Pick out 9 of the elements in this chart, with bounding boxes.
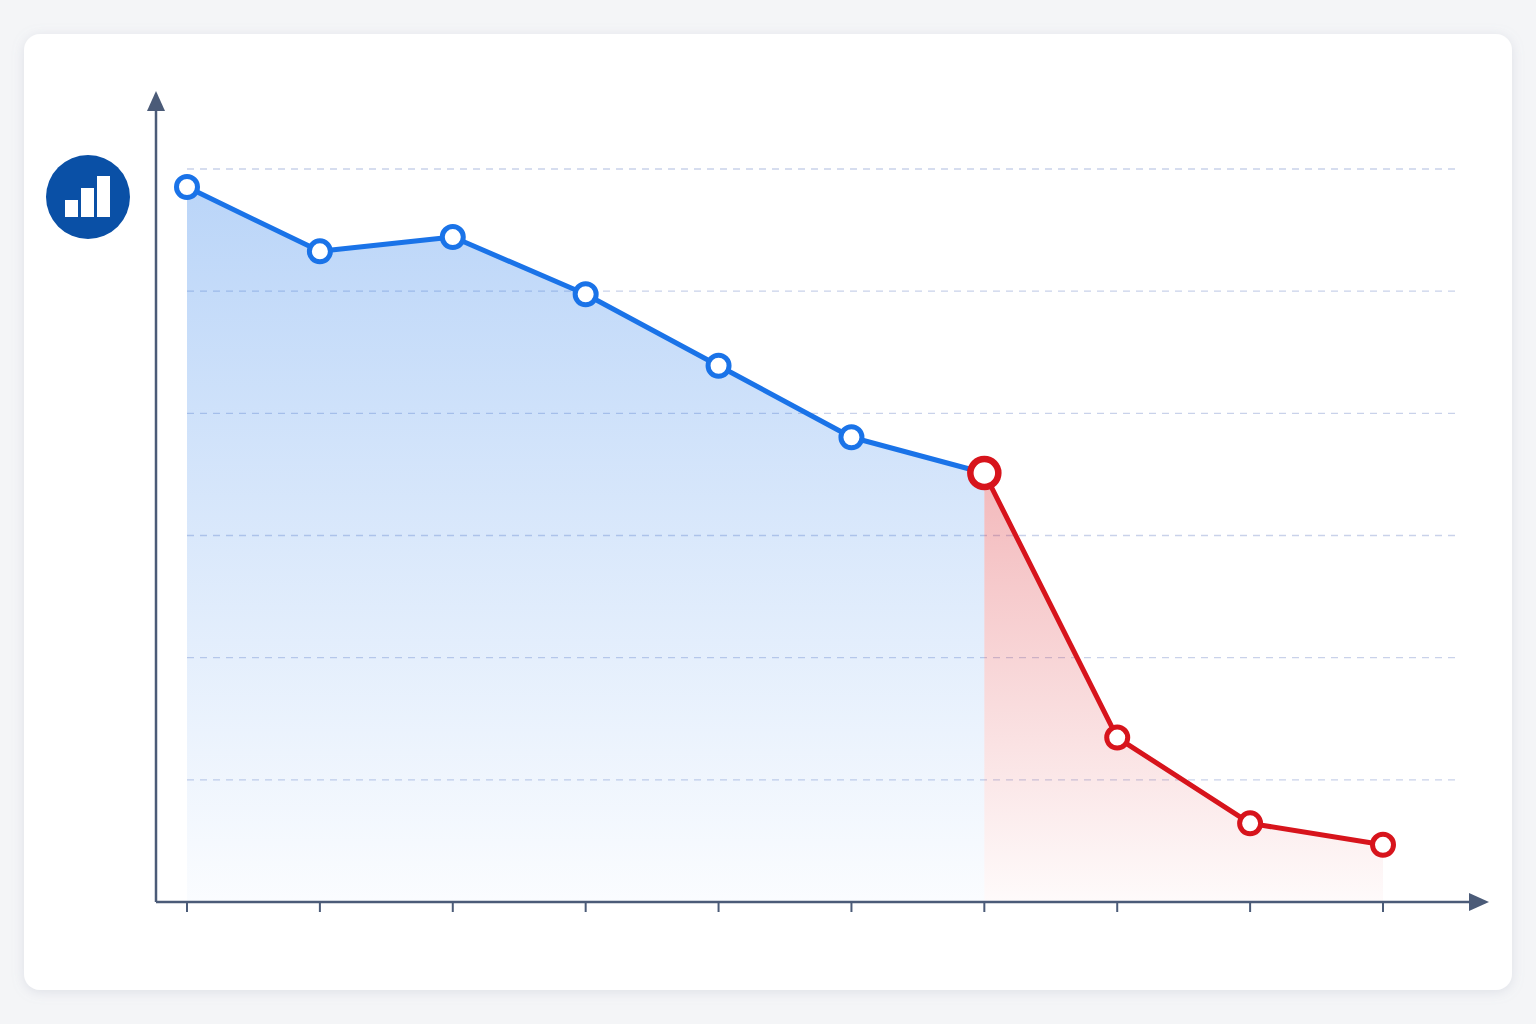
point — [1370, 831, 1396, 858]
point — [705, 352, 732, 379]
point — [439, 224, 466, 251]
point — [1237, 810, 1264, 837]
point — [306, 238, 333, 265]
point — [572, 281, 599, 308]
point — [174, 174, 200, 200]
point — [1104, 724, 1131, 751]
point — [838, 424, 865, 451]
